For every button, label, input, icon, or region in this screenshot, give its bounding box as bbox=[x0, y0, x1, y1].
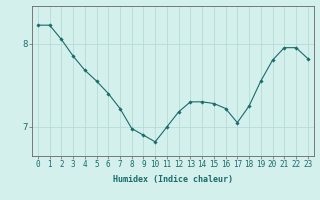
X-axis label: Humidex (Indice chaleur): Humidex (Indice chaleur) bbox=[113, 175, 233, 184]
